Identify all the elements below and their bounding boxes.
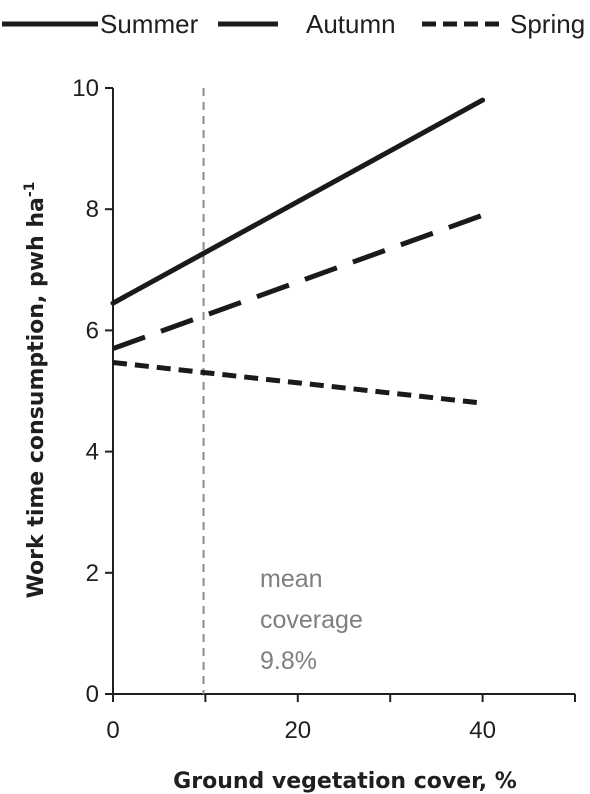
annotation-text: mean — [260, 565, 323, 593]
legend-label-autumn: Autumn — [306, 9, 396, 39]
series-line-spring — [112, 360, 483, 406]
annotation-text: coverage — [260, 606, 363, 634]
series-group — [110, 97, 486, 406]
x-tick-label: 0 — [106, 717, 119, 744]
y-tick-label: 2 — [86, 560, 99, 587]
legend: Summer Autumn Spring — [2, 9, 585, 39]
y-tick-label: 0 — [86, 681, 99, 708]
y-tick-label: 4 — [86, 439, 99, 466]
x-tick-label: 40 — [469, 717, 496, 744]
series-line-autumn — [112, 212, 484, 351]
axis-titles: Ground vegetation cover, % Work time cons… — [22, 182, 517, 794]
annotation-group: mean coverage 9.8% — [260, 565, 363, 675]
y-axis-title-main: Work time consumption, pwh ha — [24, 197, 49, 598]
x-tick-label: 20 — [284, 717, 311, 744]
series-line-summer — [110, 97, 486, 306]
legend-label-summer: Summer — [100, 9, 199, 39]
annotation-text: 9.8% — [260, 647, 317, 675]
y-tick-label: 10 — [72, 75, 99, 102]
legend-label-spring: Spring — [510, 9, 585, 39]
y-axis-title-superscript: -1 — [22, 182, 38, 198]
y-axis-title: Work time consumption, pwh ha-1 — [22, 182, 49, 599]
x-axis-title: Ground vegetation cover, % — [173, 769, 517, 794]
y-tick-label: 8 — [86, 196, 99, 223]
y-tick-label: 6 — [86, 317, 99, 344]
axes: 0 2 4 6 8 10 0 20 40 — [72, 75, 576, 744]
